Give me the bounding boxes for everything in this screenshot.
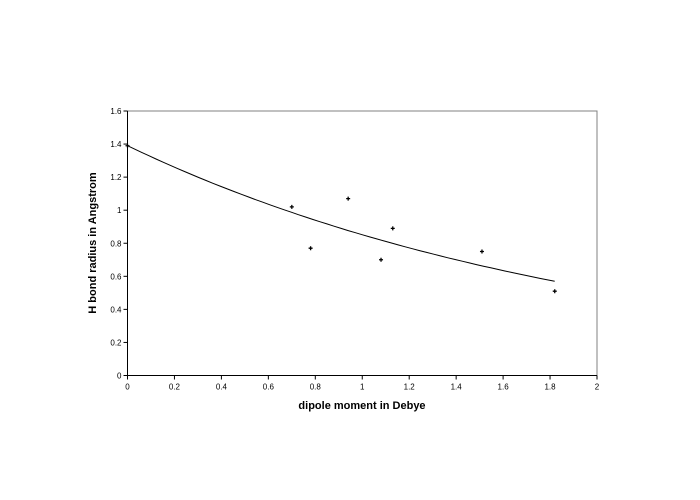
data-point [308, 246, 313, 251]
x-tick-label: 0.6 [263, 383, 275, 392]
data-point [479, 249, 484, 254]
trendline [127, 145, 555, 282]
x-tick-label: 2 [595, 383, 600, 392]
y-axis-label: H bond radius in Angstrom [87, 172, 99, 314]
x-tick-label: 0.4 [216, 383, 228, 392]
x-axis-label: dipole moment in Debye [298, 400, 425, 412]
x-tick-label: 1 [360, 383, 365, 392]
data-point [346, 196, 351, 201]
plot-area [127, 110, 598, 376]
y-tick-label: 0 [117, 372, 122, 381]
data-point [390, 226, 395, 231]
y-tick-label: 0.6 [110, 272, 122, 281]
y-tick-label: 0.2 [110, 338, 122, 347]
y-tick-label: 0.8 [110, 239, 122, 248]
y-tick-label: 1 [117, 206, 122, 215]
data-point [289, 204, 294, 209]
x-tick-label: 1.4 [451, 383, 463, 392]
data-point [125, 143, 130, 148]
x-tick-label: 0 [125, 383, 130, 392]
x-tick-label: 0.8 [310, 383, 322, 392]
data-point [379, 257, 384, 262]
x-tick-label: 0.2 [169, 383, 181, 392]
x-tick-label: 1.6 [498, 383, 510, 392]
x-tick-label: 1.2 [404, 383, 416, 392]
y-tick-label: 1.4 [110, 140, 122, 149]
x-tick-label: 1.8 [544, 383, 556, 392]
data-point [552, 289, 557, 294]
y-tick-label: 1.6 [110, 107, 122, 116]
y-tick-label: 0.4 [110, 305, 122, 314]
y-tick-label: 1.2 [110, 173, 122, 182]
